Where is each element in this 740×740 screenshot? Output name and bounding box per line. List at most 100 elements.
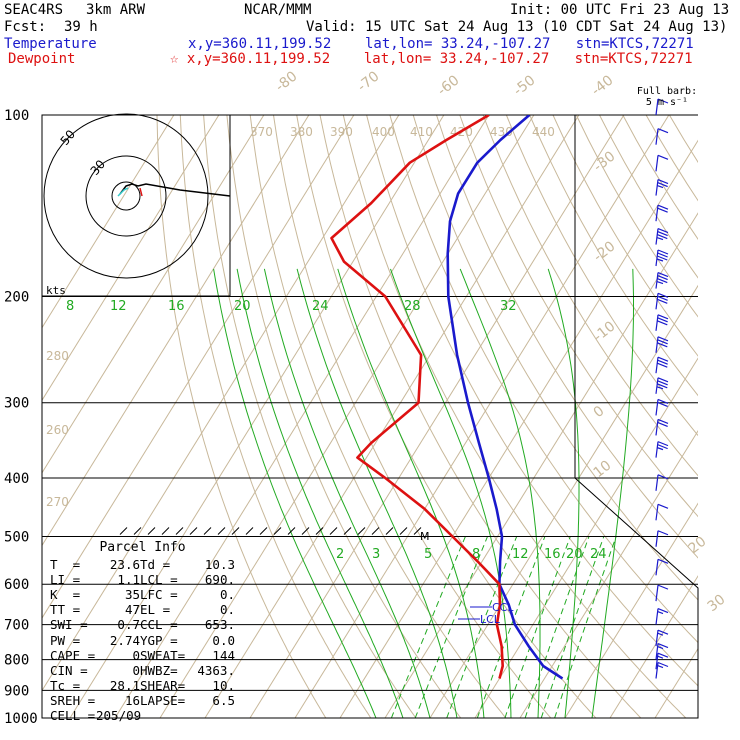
barb-staff xyxy=(655,643,659,660)
barb-flag xyxy=(657,336,669,342)
moist-adiabat-line xyxy=(213,268,377,718)
dry-adiabat-line xyxy=(482,115,698,477)
parcel-info-row: LI = 1.1 LCL = 690. xyxy=(50,572,235,587)
barb-flag xyxy=(657,292,669,298)
forecast-hour: 39 h xyxy=(64,19,98,35)
hodograph-ring xyxy=(43,113,209,279)
mixing-ratio-label: 8 xyxy=(66,299,74,314)
barb-legend-line2: 5 m s⁻¹ xyxy=(645,97,689,108)
level-hatch xyxy=(287,527,296,535)
mixing-ratio-label: 20 xyxy=(234,299,251,314)
isotherm-line xyxy=(294,115,670,718)
parcel-info-row: SWI = 0.7 CCL = 653. xyxy=(50,617,235,632)
barb-staff xyxy=(655,249,659,267)
pressure-label: 400 xyxy=(4,471,29,487)
barb-flag xyxy=(657,444,668,450)
wind-barb xyxy=(655,314,669,331)
parcel-info-cell: 0. xyxy=(219,602,235,618)
dry-adiabat-line xyxy=(622,115,698,240)
dry-adiabat-line xyxy=(319,115,642,718)
wind-barb xyxy=(655,643,669,660)
barb-flag xyxy=(657,418,669,425)
wind-barb xyxy=(655,336,669,353)
barb-staff xyxy=(655,441,659,458)
barb-flag xyxy=(657,342,668,348)
barb-flag xyxy=(657,359,668,365)
barb-flag xyxy=(657,530,669,536)
level-hatch xyxy=(259,527,268,535)
barb-flag xyxy=(657,652,669,658)
isotherm-line xyxy=(609,575,698,718)
wind-barb xyxy=(655,292,669,310)
level-hatch xyxy=(399,527,408,535)
barb-flag xyxy=(657,207,668,213)
theta-label: 410 xyxy=(410,125,433,139)
wind-barb xyxy=(655,503,669,521)
pressure-label: 500 xyxy=(4,529,29,545)
moist-adiabat-line xyxy=(236,268,404,718)
barb-half-flag xyxy=(657,632,664,636)
barb-flag xyxy=(657,298,668,304)
dry-adiabat-line xyxy=(529,115,698,397)
isotherm-label: -20 xyxy=(591,238,619,265)
isotherm-label: 0 xyxy=(591,403,608,421)
barb-half-flag xyxy=(657,655,664,659)
wind-barb xyxy=(655,98,669,116)
dry-adiabat-line xyxy=(505,115,698,437)
barb-flag xyxy=(657,227,669,234)
parcel-info-cell: 205/09 xyxy=(96,708,142,724)
pressure-label: 300 xyxy=(4,396,29,412)
isotherm-label: -80 xyxy=(273,68,301,95)
barb-half-flag xyxy=(656,236,664,241)
parcel-info-panel: Parcel Info T = 23.6 Td = 10.3 LI = 1.1 LCL = 6… xyxy=(50,540,235,723)
wind-barb xyxy=(655,271,669,289)
parcel-info-cell: CELL = xyxy=(50,708,96,724)
parcel-info-cell: 2.74 xyxy=(109,632,140,648)
parcel-info-cell: 0.7 xyxy=(117,617,140,633)
parcel-info-row: CAPE = 0 SWEAT= 144 xyxy=(50,648,235,663)
hodograph-ring xyxy=(111,181,141,211)
parcel-info-cell: 144 xyxy=(212,647,235,663)
parcel-info-cell: EL = xyxy=(140,602,171,618)
level-hatch xyxy=(217,527,226,535)
barb-staff xyxy=(655,377,659,394)
barb-flag xyxy=(657,277,668,284)
parcel-info-cell: LAPSE= xyxy=(140,692,186,708)
barb-staff xyxy=(655,559,659,576)
isotherm-line xyxy=(474,357,698,718)
level-hatch xyxy=(315,527,324,535)
barb-flag xyxy=(657,249,669,255)
parcel-info-cell: SREH = xyxy=(50,692,96,708)
isotherm-label: -60 xyxy=(435,72,463,99)
mixing-ratio-label: 28 xyxy=(404,299,421,314)
mixing-ratio-label: 8 xyxy=(472,547,480,562)
barb-flag xyxy=(657,558,669,564)
barb-flag xyxy=(657,314,669,320)
wind-barb xyxy=(655,608,669,625)
mixing-ratio-label: 20 xyxy=(566,547,583,562)
barb-staff xyxy=(655,419,659,436)
barb-flag xyxy=(657,233,668,240)
parcel-info-cell: 6.5 xyxy=(212,692,235,708)
mixing-ratio-label: 24 xyxy=(590,547,607,562)
mixing-ratio-label: 3 xyxy=(372,547,380,562)
parcel-info-row: TT = 47 EL = 0. xyxy=(50,602,235,617)
mixing-ratio-line xyxy=(524,536,590,718)
parcel-info-cell: 1.1 xyxy=(117,572,140,588)
wind-barb xyxy=(655,418,669,436)
barb-flag xyxy=(657,181,668,188)
mixing-ratio-line xyxy=(504,536,571,718)
barb-half-flag xyxy=(657,447,664,451)
mixing-ratio-label: 5 xyxy=(424,547,432,562)
wind-barb xyxy=(655,249,669,267)
barb-flag xyxy=(657,380,668,386)
barb-half-flag xyxy=(656,386,664,390)
parcel-info-cell: PW = xyxy=(50,632,81,648)
level-hatch xyxy=(329,527,338,535)
barb-staff xyxy=(655,314,659,331)
wind-barb xyxy=(655,558,669,576)
pressure-label: 1000 xyxy=(4,711,38,727)
dry-adiabat-line xyxy=(436,115,698,559)
isotherm-line xyxy=(159,115,535,718)
parcel-info-cell: K = xyxy=(50,587,81,603)
